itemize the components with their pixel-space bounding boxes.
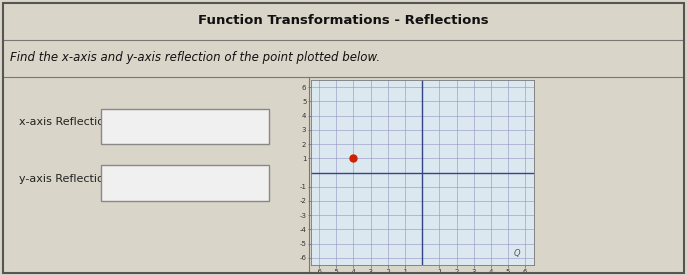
FancyBboxPatch shape [101,165,269,201]
Text: y-axis Reflection:: y-axis Reflection: [19,174,114,184]
Text: Function Transformations - Reflections: Function Transformations - Reflections [198,14,489,27]
FancyBboxPatch shape [101,109,269,144]
Text: Q: Q [513,249,520,258]
Text: Find the x-axis and y-axis reflection of the point plotted below.: Find the x-axis and y-axis reflection of… [10,51,381,64]
Text: x-axis Reflection:: x-axis Reflection: [19,117,115,127]
